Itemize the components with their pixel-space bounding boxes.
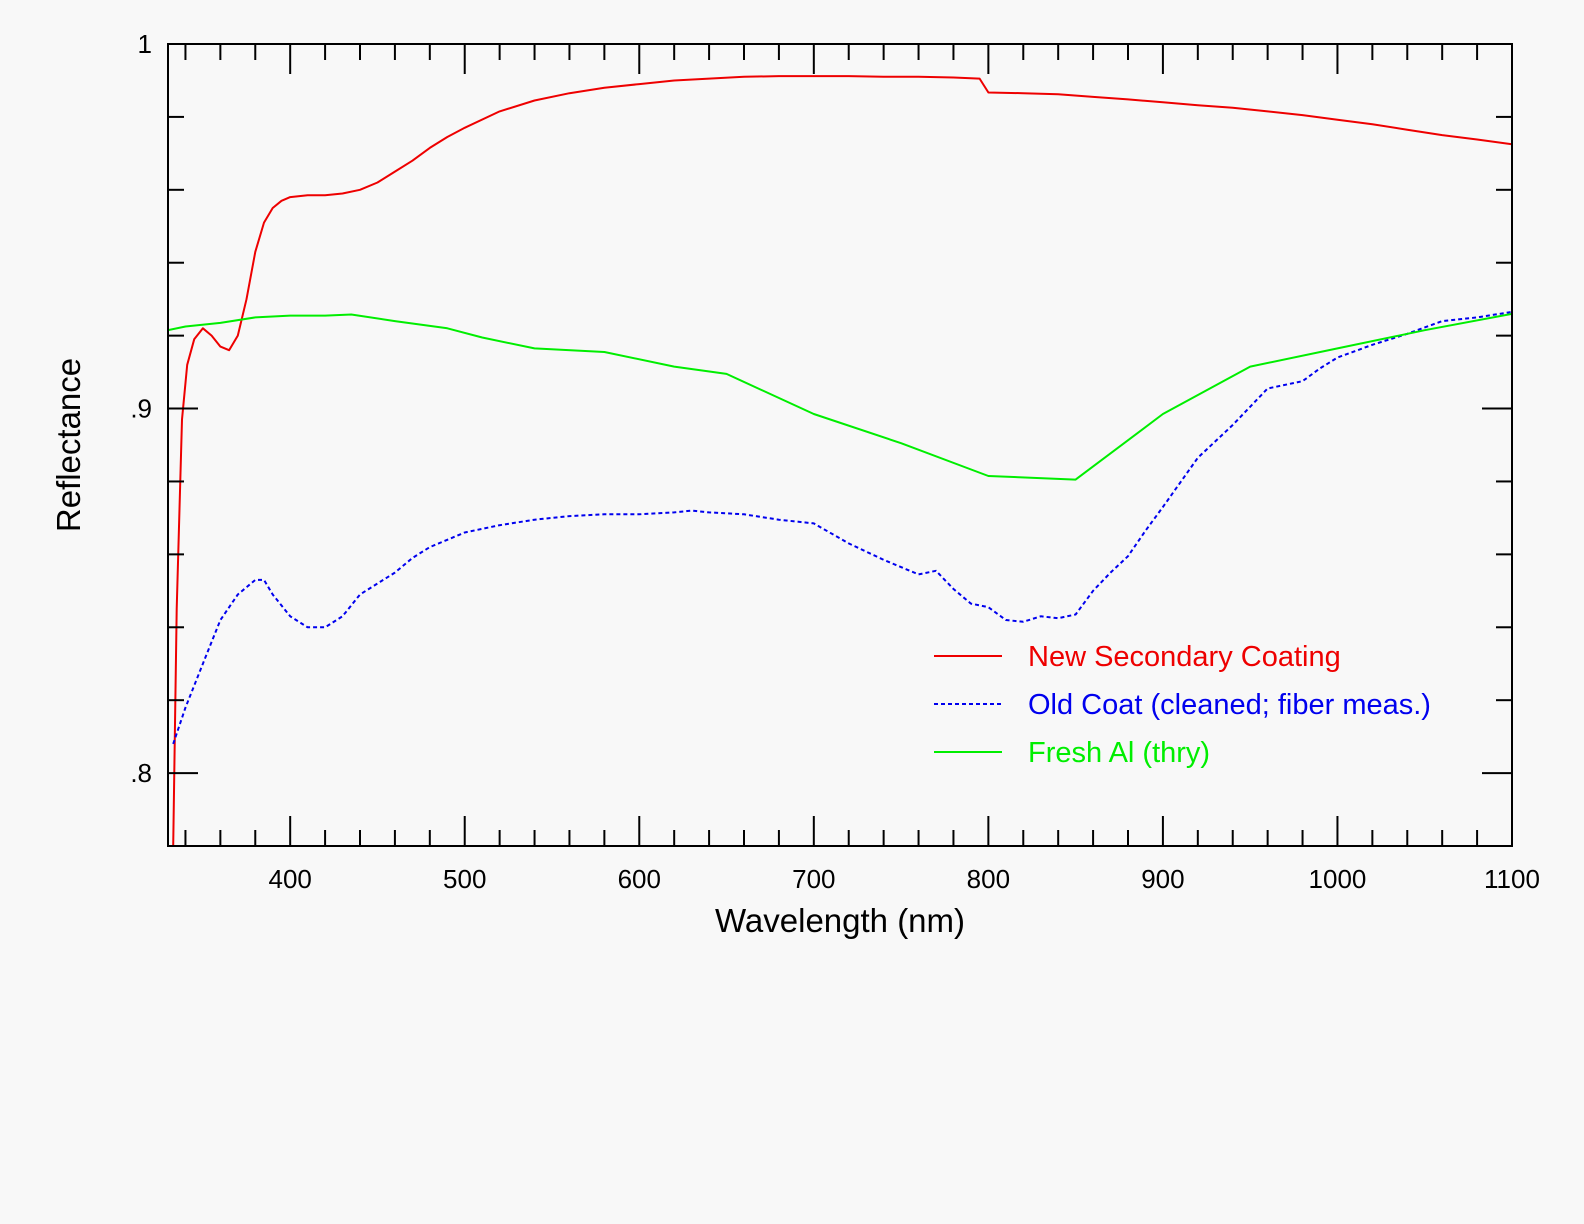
plot-frame	[167, 43, 1513, 847]
x-tick-label: 1100	[1484, 864, 1540, 894]
x-tick-label: 500	[443, 864, 486, 894]
legend: New Secondary Coating Old Coat (cleaned; …	[934, 641, 1431, 769]
y-axis-title: Reflectance	[50, 358, 87, 532]
y-tick-label: .8	[130, 758, 152, 788]
y-tick-label: .9	[130, 394, 152, 424]
legend-label-2: Old Coat (cleaned; fiber meas.)	[1028, 689, 1431, 721]
y-tick-label: 1	[138, 29, 152, 59]
x-tick-label: 900	[1141, 864, 1184, 894]
series-line-3	[168, 312, 1512, 481]
series-line-1	[172, 75, 1512, 846]
x-tick-label: 400	[268, 864, 311, 894]
x-tick-label: 800	[967, 864, 1010, 894]
x-tick-label: 600	[618, 864, 661, 894]
x-tick-label: 1000	[1309, 864, 1367, 894]
tick-labels: 400 500 600 700 800 900 1000 1100 .8 .9 1	[130, 29, 1540, 894]
axis-ticks	[168, 44, 1513, 846]
x-tick-label: 700	[792, 864, 835, 894]
legend-label-3: Fresh Al (thry)	[1028, 737, 1210, 769]
series-lines	[168, 75, 1512, 846]
series-line-2	[172, 310, 1512, 745]
x-axis-title: Wavelength (nm)	[715, 902, 965, 939]
legend-label-1: New Secondary Coating	[1028, 641, 1341, 673]
